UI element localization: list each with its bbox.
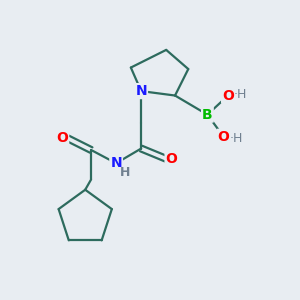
Text: H: H	[120, 166, 131, 178]
Text: N: N	[110, 156, 122, 170]
Text: N: N	[135, 84, 147, 98]
Text: O: O	[166, 152, 177, 166]
Text: ·H: ·H	[229, 132, 243, 145]
Text: ·H: ·H	[234, 88, 247, 100]
Text: B: B	[202, 108, 213, 122]
Text: O: O	[222, 88, 234, 103]
Text: O: O	[218, 130, 230, 144]
Text: O: O	[56, 131, 68, 145]
